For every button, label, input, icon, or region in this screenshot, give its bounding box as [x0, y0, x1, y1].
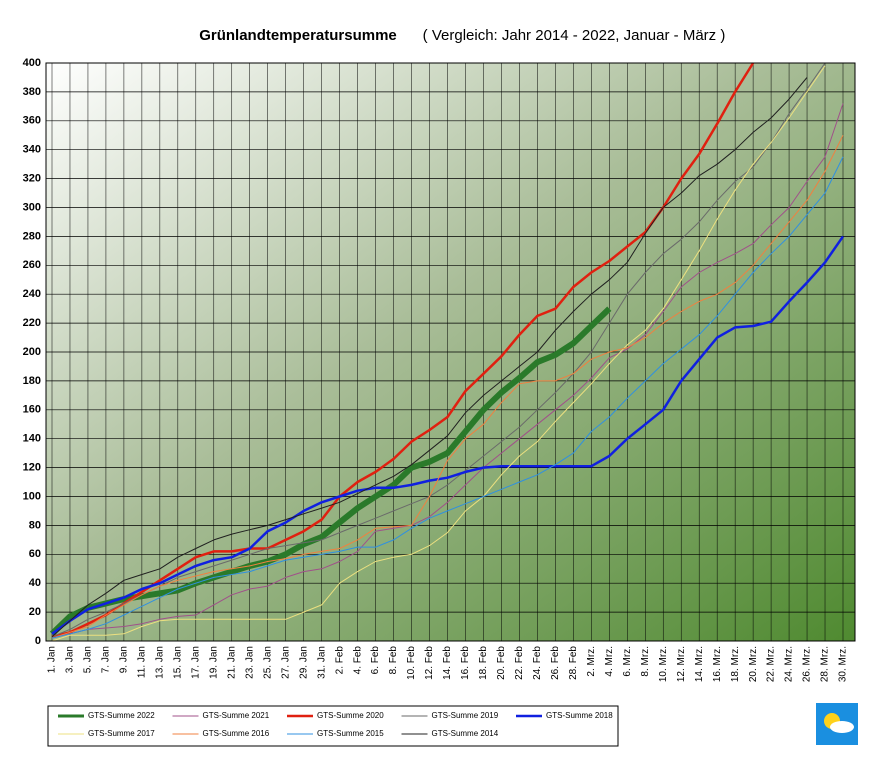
- x-tick-label: 12. Mrz.: [676, 646, 687, 682]
- series-line: [49, 306, 612, 636]
- series-line: [51, 135, 844, 639]
- y-tick-label: 340: [23, 144, 41, 156]
- legend-label: GTS-Summe 2020: [317, 711, 384, 720]
- chart-subtitle: ( Vergleich: Jahr 2014 - 2022, Januar - …: [423, 27, 726, 44]
- series-line: [51, 235, 845, 635]
- y-tick-label: 280: [23, 230, 41, 242]
- legend-items: GTS-Summe 2022 GTS-Summe 2021 GTS-Summe 20…: [58, 711, 613, 738]
- x-tick-label: 16. Mrz.: [712, 646, 723, 682]
- x-tick-label: 14. Feb: [442, 646, 453, 680]
- grid: 0 20 40 60 80 100 120 140 160 180 200 220 240 260 280 3…: [23, 57, 855, 682]
- legend-label: GTS-Summe 2022: [88, 711, 155, 720]
- series-line: [51, 65, 826, 642]
- legend-label: GTS-Summe 2014: [432, 729, 499, 738]
- chart-title: Grünlandtemperatursumme: [199, 27, 397, 44]
- x-tick-label: 17. Jan: [190, 646, 201, 679]
- legend: [47, 705, 619, 747]
- x-tick-label: 15. Jan: [172, 646, 183, 679]
- x-tick-label: 27. Jan: [280, 646, 291, 679]
- x-tick-label: 21. Jan: [226, 646, 237, 679]
- y-tick-label: 60: [29, 548, 41, 560]
- x-tick-label: 8. Mrz.: [640, 646, 651, 677]
- legend-label: GTS-Summe 2019: [432, 711, 499, 720]
- x-tick-label: 28. Mrz.: [820, 646, 831, 682]
- legend-label: GTS-Summe 2016: [203, 729, 270, 738]
- x-tick-label: 4. Feb: [352, 646, 363, 675]
- x-tick-label: 18. Mrz.: [730, 646, 741, 682]
- x-tick-label: 16. Feb: [460, 646, 471, 680]
- y-tick-label: 260: [23, 259, 41, 271]
- y-tick-label: 0: [35, 635, 41, 647]
- y-tick-label: 200: [23, 346, 41, 358]
- logo: [816, 703, 858, 745]
- y-tick-label: 360: [23, 115, 41, 127]
- y-tick-label: 120: [23, 462, 41, 474]
- y-tick-label: 380: [23, 86, 41, 98]
- x-tick-label: 2. Mrz.: [586, 646, 597, 677]
- series-line: [51, 156, 844, 639]
- x-tick-label: 18. Feb: [478, 646, 489, 680]
- x-tick-label: 6. Mrz.: [622, 646, 633, 677]
- x-tick-label: 20. Feb: [496, 646, 507, 680]
- y-tick-label: 100: [23, 490, 41, 502]
- x-tick-label: 3. Jan: [65, 646, 76, 673]
- x-tick-label: 9. Jan: [119, 646, 130, 673]
- legend-label: GTS-Summe 2018: [546, 711, 613, 720]
- series-line: [51, 62, 826, 638]
- x-tick-label: 29. Jan: [298, 646, 309, 679]
- y-tick-label: 300: [23, 201, 41, 213]
- x-tick-label: 6. Feb: [370, 646, 381, 675]
- x-tick-label: 4. Mrz.: [604, 646, 615, 677]
- x-tick-label: 13. Jan: [155, 646, 166, 679]
- x-tick-label: 7. Jan: [101, 646, 112, 673]
- legend-label: GTS-Summe 2017: [88, 729, 155, 738]
- x-tick-label: 28. Feb: [568, 646, 579, 680]
- x-tick-label: 23. Jan: [244, 646, 255, 679]
- legend-label: GTS-Summe 2015: [317, 729, 384, 738]
- x-tick-label: 2. Feb: [334, 646, 345, 675]
- x-tick-label: 11. Jan: [137, 646, 148, 678]
- x-tick-label: 22. Feb: [514, 646, 525, 680]
- x-tick-label: 24. Feb: [532, 646, 543, 680]
- x-tick-label: 31. Jan: [316, 646, 327, 679]
- x-tick-label: 10. Feb: [406, 646, 417, 680]
- y-tick-label: 20: [29, 606, 41, 618]
- x-tick-label: 24. Mrz.: [784, 646, 795, 682]
- x-tick-label: 26. Feb: [550, 646, 561, 680]
- y-tick-label: 180: [23, 375, 41, 387]
- y-tick-label: 160: [23, 404, 41, 416]
- y-tick-label: 80: [29, 519, 41, 531]
- x-tick-label: 1. Jan: [47, 646, 58, 673]
- y-tick-label: 320: [23, 173, 41, 185]
- y-tick-label: 400: [23, 57, 41, 69]
- x-tick-label: 25. Jan: [262, 646, 273, 679]
- legend-label: GTS-Summe 2021: [203, 711, 270, 720]
- x-tick-label: 22. Mrz.: [766, 646, 777, 682]
- x-tick-label: 5. Jan: [83, 646, 94, 673]
- plot-border: [45, 62, 856, 642]
- series-line: [51, 62, 755, 638]
- y-tick-label: 240: [23, 288, 41, 300]
- x-tick-label: 14. Mrz.: [694, 646, 705, 682]
- series-line: [51, 103, 844, 639]
- x-tick-label: 12. Feb: [424, 646, 435, 680]
- x-tick-label: 20. Mrz.: [748, 646, 759, 682]
- y-tick-label: 40: [29, 577, 41, 589]
- y-tick-label: 140: [23, 433, 41, 445]
- x-tick-label: 19. Jan: [208, 646, 219, 679]
- y-tick-label: 220: [23, 317, 41, 329]
- x-tick-label: 30. Mrz.: [838, 646, 849, 682]
- x-tick-label: 10. Mrz.: [658, 646, 669, 682]
- x-tick-label: 26. Mrz.: [802, 646, 813, 682]
- series-line: [51, 77, 808, 638]
- x-tick-label: 8. Feb: [388, 646, 399, 675]
- lines: [49, 62, 845, 642]
